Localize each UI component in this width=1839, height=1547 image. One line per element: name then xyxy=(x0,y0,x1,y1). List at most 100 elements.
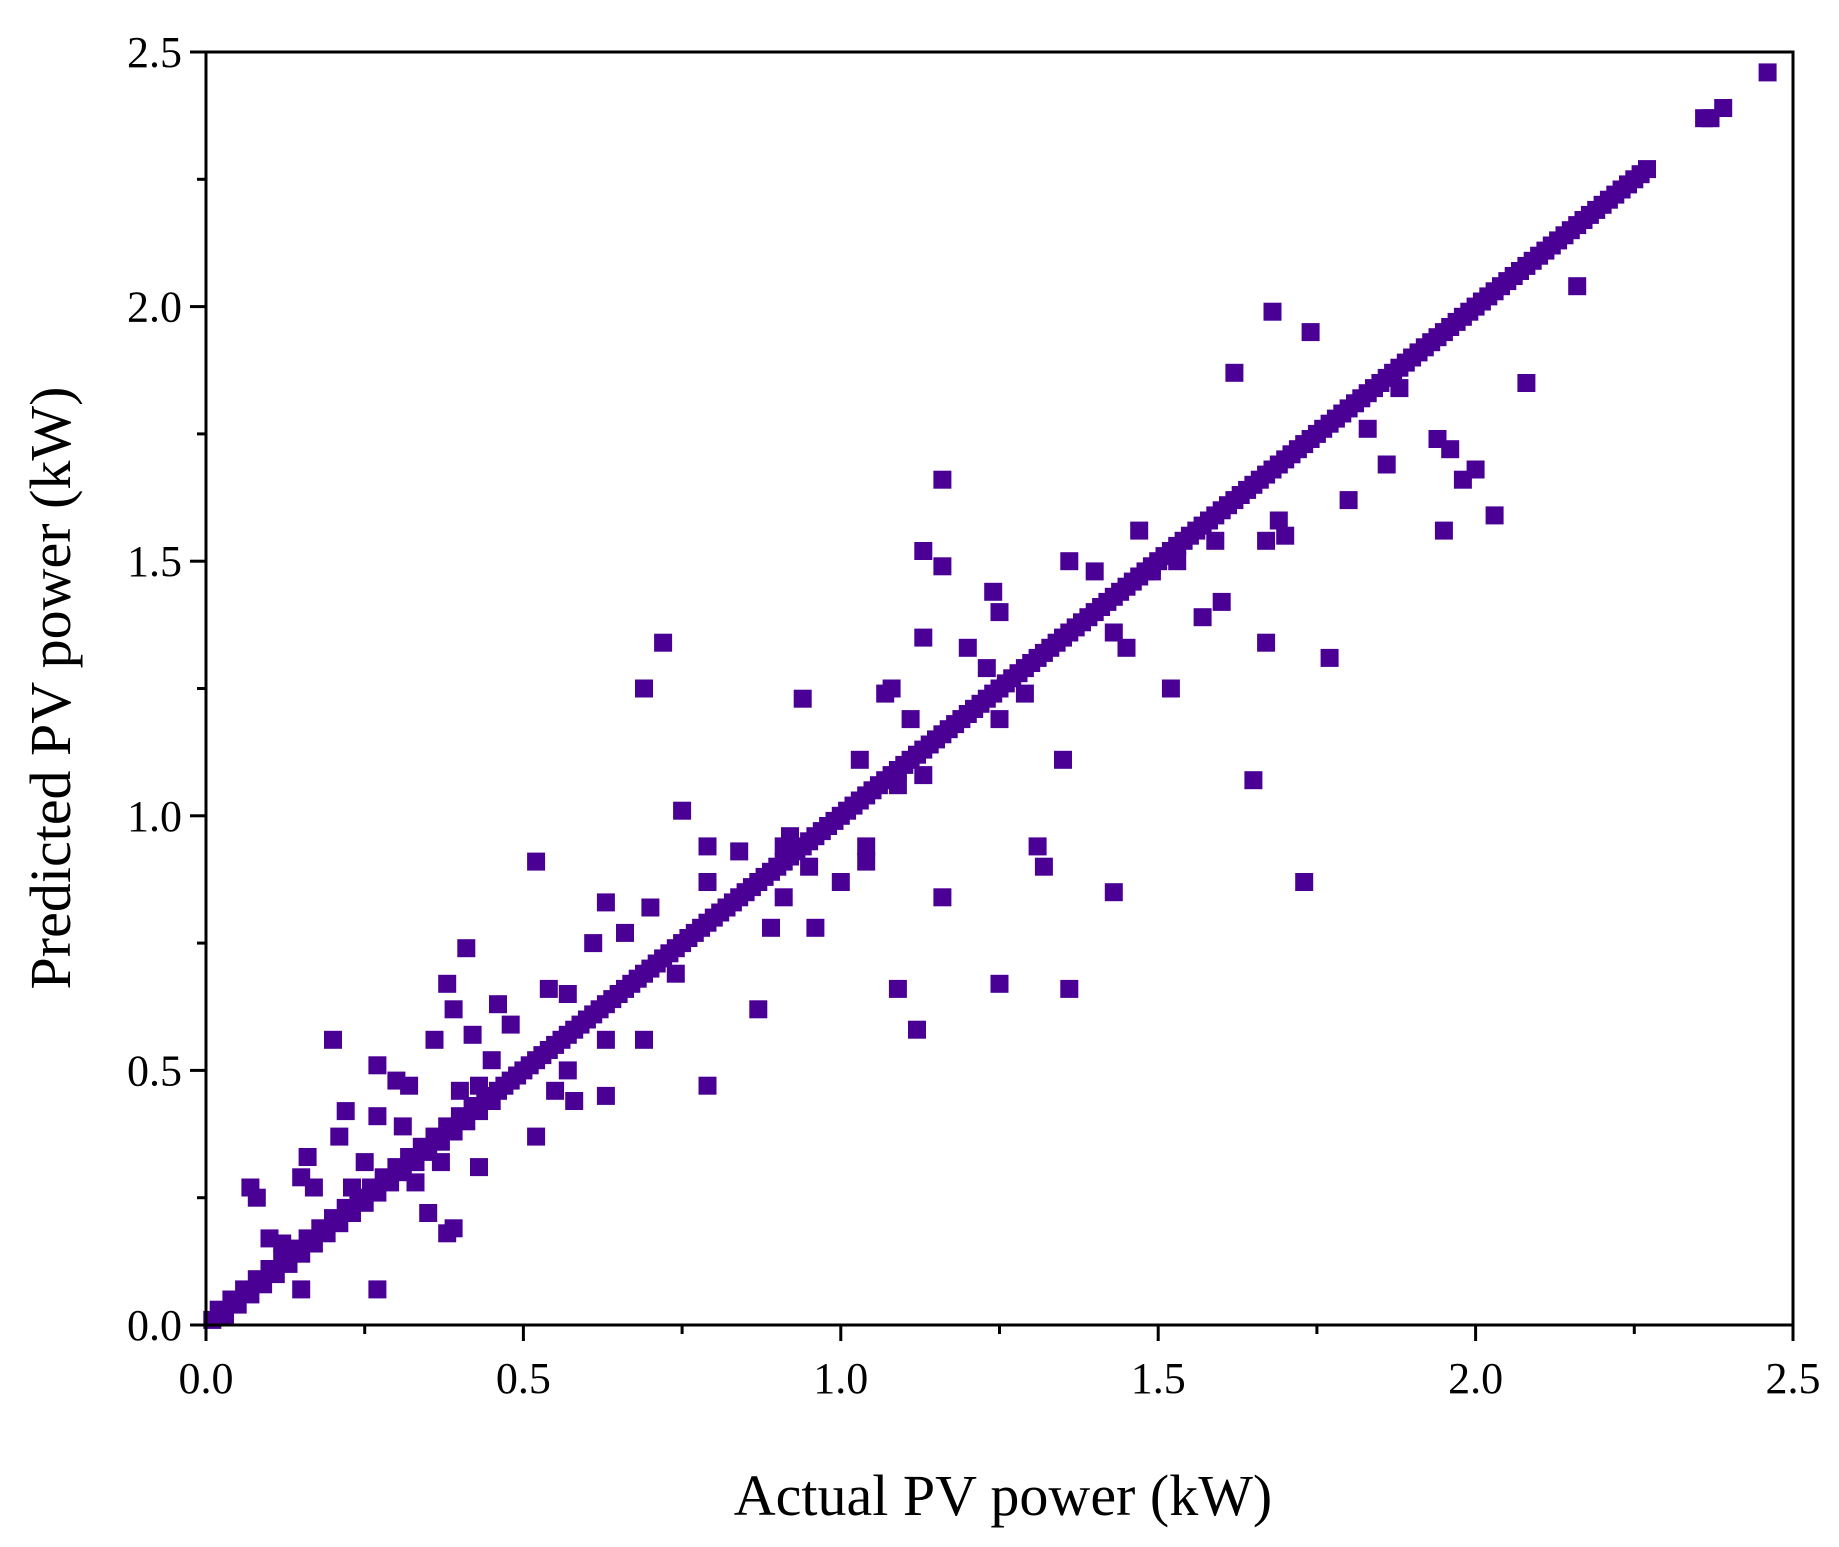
data-point xyxy=(527,852,546,871)
data-point xyxy=(1225,363,1244,382)
data-point xyxy=(1257,633,1276,652)
data-point xyxy=(438,974,457,993)
data-point xyxy=(762,918,780,937)
data-point xyxy=(1060,552,1079,571)
data-point xyxy=(806,918,825,937)
data-point xyxy=(1295,873,1314,891)
data-point xyxy=(673,801,692,820)
y-tick-label: 1.5 xyxy=(127,537,182,586)
data-point xyxy=(450,1081,469,1100)
data-point xyxy=(368,1280,387,1299)
x-tick-label: 2.0 xyxy=(1448,1354,1503,1403)
data-point xyxy=(558,985,577,1003)
data-point xyxy=(406,1173,425,1192)
data-point xyxy=(850,750,869,769)
data-point xyxy=(273,1234,292,1253)
data-point xyxy=(654,633,673,652)
data-point xyxy=(1568,277,1587,296)
data-point xyxy=(1206,531,1225,550)
data-point xyxy=(831,873,850,891)
data-point xyxy=(463,1025,482,1044)
x-axis-title: Actual PV power (kW) xyxy=(734,1463,1273,1528)
data-point xyxy=(730,842,749,861)
y-axis-title: Predicted PV power (kW) xyxy=(18,387,83,990)
data-point xyxy=(1104,623,1123,642)
data-point xyxy=(1085,562,1104,581)
data-point xyxy=(546,1081,565,1100)
data-point xyxy=(1142,562,1161,581)
data-point xyxy=(1028,837,1047,856)
data-point xyxy=(425,1030,444,1049)
data-point xyxy=(1466,460,1485,479)
data-point xyxy=(914,766,933,785)
data-point xyxy=(908,1020,926,1039)
data-point xyxy=(1339,491,1358,510)
data-point xyxy=(1168,552,1187,571)
data-point xyxy=(965,699,984,718)
data-point xyxy=(298,1148,317,1166)
data-point xyxy=(393,1117,412,1136)
data-point xyxy=(914,542,933,560)
data-point xyxy=(1485,506,1504,525)
data-point xyxy=(1758,63,1777,82)
data-point xyxy=(1015,684,1034,703)
data-point xyxy=(888,776,907,795)
data-point xyxy=(1193,608,1212,627)
data-point xyxy=(584,934,603,953)
data-point xyxy=(336,1102,355,1121)
data-point xyxy=(1263,302,1282,321)
data-point xyxy=(698,837,717,856)
data-point xyxy=(990,974,1009,993)
data-point xyxy=(419,1204,438,1222)
data-point xyxy=(596,1030,615,1049)
data-point xyxy=(470,1158,488,1177)
data-point xyxy=(1638,160,1656,179)
data-point xyxy=(355,1153,374,1172)
data-point xyxy=(431,1153,450,1172)
data-point xyxy=(641,898,660,917)
data-point xyxy=(596,1086,615,1105)
data-point xyxy=(977,659,996,678)
data-point xyxy=(324,1030,342,1049)
data-point xyxy=(527,1127,546,1146)
data-point xyxy=(558,1061,577,1080)
data-point xyxy=(698,873,717,891)
data-point xyxy=(666,964,685,983)
x-tick-label: 2.5 xyxy=(1766,1354,1821,1403)
data-point xyxy=(1161,679,1180,698)
data-point xyxy=(793,689,812,708)
axis-ticks xyxy=(190,50,1795,1341)
data-point xyxy=(635,1030,653,1049)
data-point xyxy=(482,1051,501,1070)
x-tick-label: 1.5 xyxy=(1131,1354,1186,1403)
data-point xyxy=(933,888,952,907)
y-tick-label: 0.5 xyxy=(127,1046,182,1095)
data-point xyxy=(1714,99,1733,117)
points-layer xyxy=(203,63,1777,1329)
data-point xyxy=(1434,521,1453,540)
data-point xyxy=(596,893,615,912)
data-point xyxy=(635,679,653,698)
data-point xyxy=(444,1219,463,1238)
data-point xyxy=(882,679,901,698)
data-point xyxy=(1276,526,1295,545)
data-point xyxy=(914,628,933,647)
data-point xyxy=(444,1000,463,1019)
data-point xyxy=(1130,521,1149,540)
data-point xyxy=(1034,857,1053,876)
data-point xyxy=(539,979,558,998)
data-point xyxy=(368,1056,387,1075)
data-point xyxy=(857,837,876,856)
y-tick-label: 0.0 xyxy=(127,1301,182,1350)
data-point xyxy=(1377,455,1396,474)
data-point xyxy=(958,638,977,657)
x-tick-label: 0.5 xyxy=(496,1354,551,1403)
data-point xyxy=(857,852,876,871)
data-point xyxy=(616,923,634,942)
data-point xyxy=(470,1076,488,1095)
data-point xyxy=(1517,374,1536,392)
y-tick-label: 1.0 xyxy=(127,792,182,841)
data-point xyxy=(749,1000,768,1019)
data-point xyxy=(400,1076,419,1095)
